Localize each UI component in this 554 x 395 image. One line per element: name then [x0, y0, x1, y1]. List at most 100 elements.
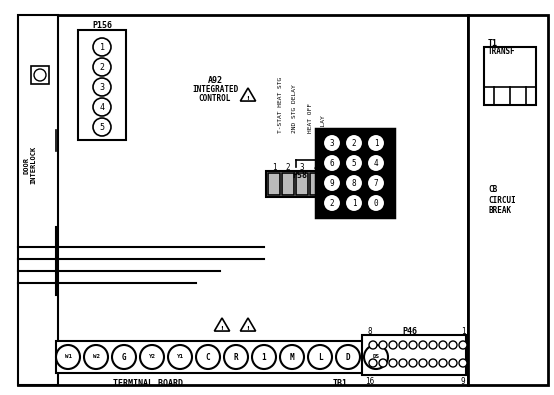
Text: Y1: Y1 [177, 354, 183, 359]
Circle shape [367, 194, 385, 212]
Text: 1: 1 [100, 43, 105, 51]
Text: 1: 1 [461, 327, 465, 335]
Text: !: ! [247, 96, 249, 100]
Text: TRANSF: TRANSF [488, 47, 516, 56]
Bar [18, 15, 468, 385]
Text: CONTROL: CONTROL [199, 94, 231, 102]
Circle shape [323, 194, 341, 212]
Text: 4: 4 [374, 158, 378, 167]
Circle shape [369, 341, 377, 349]
Text: 16: 16 [366, 376, 375, 386]
Circle shape [93, 98, 111, 116]
Text: 1: 1 [374, 139, 378, 147]
Text: !: ! [220, 325, 223, 331]
Text: M: M [290, 352, 294, 361]
Circle shape [389, 359, 397, 367]
Circle shape [224, 345, 248, 369]
Circle shape [449, 341, 457, 349]
Text: 0: 0 [374, 199, 378, 207]
Circle shape [196, 345, 220, 369]
Text: 3: 3 [330, 139, 334, 147]
Bar [362, 335, 466, 375]
Bar [310, 173, 322, 195]
Circle shape [399, 359, 407, 367]
Circle shape [93, 38, 111, 56]
Circle shape [93, 58, 111, 76]
Circle shape [364, 345, 388, 369]
Circle shape [449, 359, 457, 367]
Bar [296, 173, 308, 195]
Text: 2: 2 [352, 139, 356, 147]
Circle shape [93, 118, 111, 136]
Text: W2: W2 [93, 354, 100, 359]
Text: P46: P46 [403, 327, 418, 335]
Text: DELAY: DELAY [321, 114, 326, 133]
Text: D: D [346, 352, 350, 361]
Text: CB
CIRCUI
BREAK: CB CIRCUI BREAK [488, 185, 516, 215]
Text: 1: 1 [352, 199, 356, 207]
Circle shape [345, 194, 363, 212]
Polygon shape [214, 318, 230, 331]
Circle shape [56, 345, 80, 369]
Circle shape [439, 359, 447, 367]
Text: T-STAT HEAT STG: T-STAT HEAT STG [278, 77, 283, 133]
Text: R: R [234, 352, 238, 361]
Text: 9: 9 [330, 179, 334, 188]
Text: 7: 7 [374, 179, 378, 188]
Circle shape [336, 345, 360, 369]
Circle shape [323, 134, 341, 152]
Bar [56, 341, 411, 373]
Text: 8: 8 [352, 179, 356, 188]
Bar [468, 15, 548, 385]
Circle shape [409, 359, 417, 367]
Text: P58: P58 [293, 171, 307, 179]
Text: C: C [206, 352, 211, 361]
Bar [282, 173, 294, 195]
Text: 3: 3 [300, 162, 304, 171]
Text: 2: 2 [100, 62, 105, 71]
Circle shape [459, 359, 467, 367]
Circle shape [367, 154, 385, 172]
Text: TB1: TB1 [332, 378, 347, 387]
Text: T1: T1 [488, 38, 498, 47]
Text: 2ND STG DELAY: 2ND STG DELAY [292, 84, 297, 133]
Polygon shape [240, 88, 255, 101]
Circle shape [379, 359, 387, 367]
Text: 2: 2 [286, 162, 290, 171]
Circle shape [140, 345, 164, 369]
Text: !: ! [247, 325, 249, 331]
Circle shape [323, 154, 341, 172]
Text: INTEGRATED: INTEGRATED [192, 85, 238, 94]
Circle shape [399, 341, 407, 349]
Circle shape [345, 134, 363, 152]
Text: 4: 4 [100, 102, 105, 111]
Text: 1: 1 [261, 352, 266, 361]
Text: 5: 5 [100, 122, 105, 132]
Circle shape [280, 345, 304, 369]
Circle shape [439, 341, 447, 349]
Text: 5: 5 [352, 158, 356, 167]
Circle shape [429, 341, 437, 349]
Circle shape [308, 345, 332, 369]
Text: P156: P156 [92, 21, 112, 30]
Circle shape [34, 69, 46, 81]
Circle shape [429, 359, 437, 367]
Bar [31, 66, 49, 84]
Text: 8: 8 [368, 327, 372, 335]
Text: 9: 9 [461, 376, 465, 386]
Circle shape [345, 174, 363, 192]
Text: TERMINAL BOARD: TERMINAL BOARD [113, 378, 183, 387]
Circle shape [419, 359, 427, 367]
Circle shape [112, 345, 136, 369]
Text: W1: W1 [64, 354, 71, 359]
Bar [266, 171, 326, 197]
Bar [78, 30, 126, 140]
Text: 3: 3 [100, 83, 105, 92]
Circle shape [367, 134, 385, 152]
Bar [268, 173, 280, 195]
Circle shape [379, 341, 387, 349]
Circle shape [367, 174, 385, 192]
Bar [18, 15, 58, 385]
Text: 2: 2 [330, 199, 334, 207]
Text: G: G [122, 352, 126, 361]
